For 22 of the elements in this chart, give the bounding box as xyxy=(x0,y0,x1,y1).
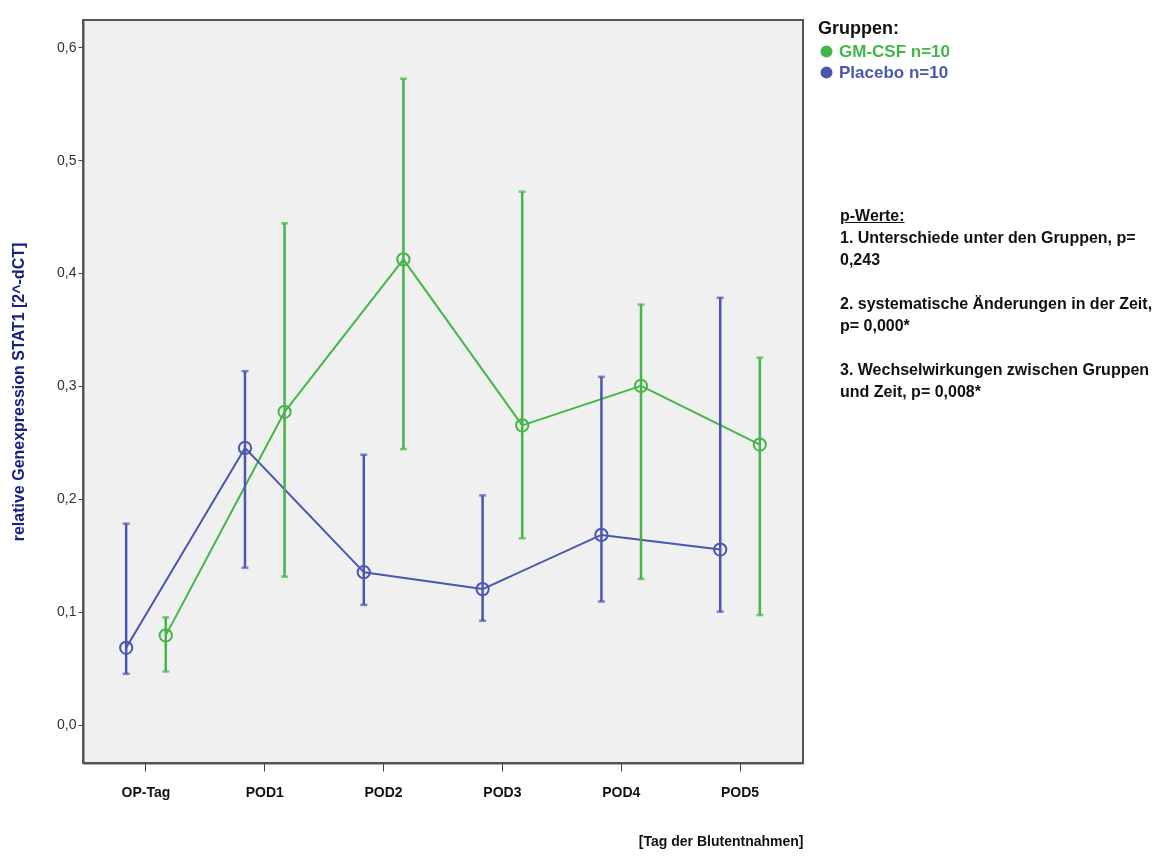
y-tick-label: 0,1 xyxy=(57,603,77,620)
x-tick-label: POD5 xyxy=(720,783,760,800)
x-tick-label: POD3 xyxy=(483,783,522,800)
legend-title: Gruppen: xyxy=(818,18,899,38)
text: 3. Wechselwirkungen zwischen Gruppen und Zeit, p= 0,008* xyxy=(840,360,1151,402)
y-tick-label: 0,5 xyxy=(57,151,77,168)
x-tick-label: POD1 xyxy=(245,783,285,800)
y-axis-title: relative Genexpression STAT1 [2^-dCT] xyxy=(10,242,28,542)
text: 2. systematische Änderungen in der Zeit, p= 0,000* xyxy=(840,294,1154,336)
y-tick-label: 0,2 xyxy=(57,490,77,507)
text: 1. Unterschiede unter den Gruppen, p= 0,243 xyxy=(840,228,1137,270)
x-tick-label: OP-Tag xyxy=(121,783,171,800)
legend-label: GM-CSF n=10 xyxy=(839,41,950,61)
x-tick-label: POD4 xyxy=(602,783,641,800)
text: p-Werte: xyxy=(840,206,906,226)
y-tick-label: 0,3 xyxy=(57,377,77,394)
y-tick-label: 0,6 xyxy=(57,38,77,55)
y-tick-label: 0,0 xyxy=(57,716,77,733)
legend-label: Placebo n=10 xyxy=(839,62,949,82)
x-tick-label: POD2 xyxy=(364,783,403,800)
x-axis-title: [Tag der Blutentnahmen] xyxy=(638,832,804,849)
y-tick-label: 0,4 xyxy=(57,264,77,281)
